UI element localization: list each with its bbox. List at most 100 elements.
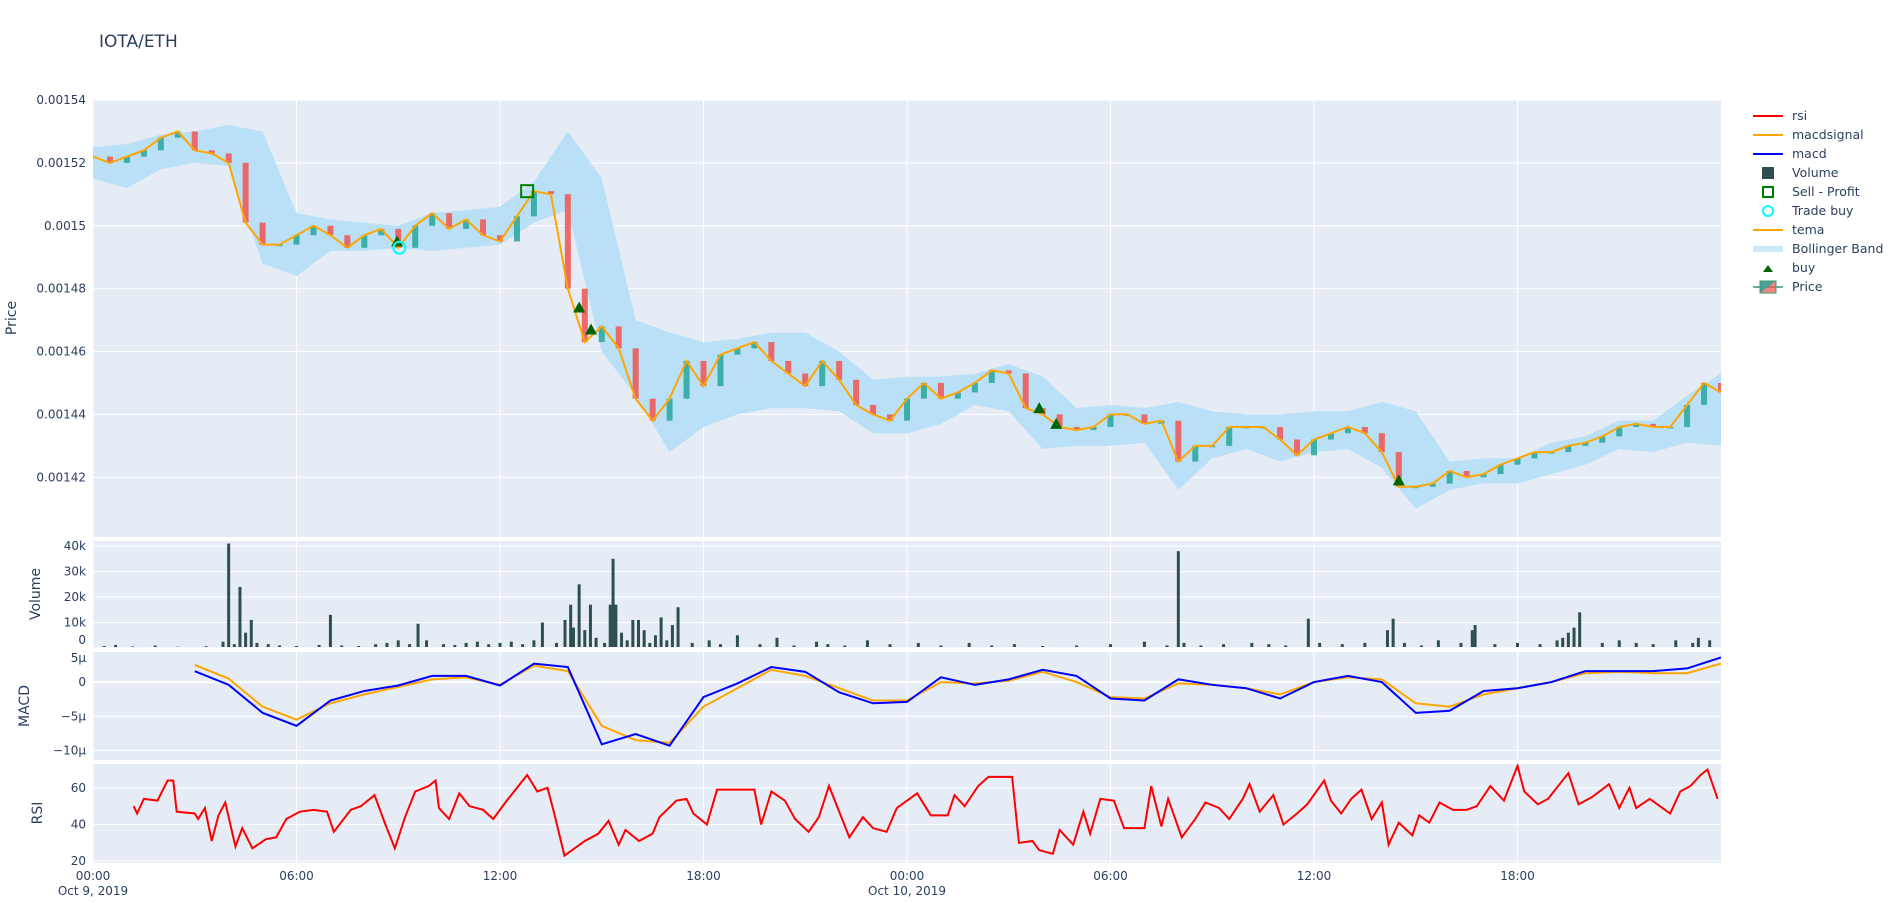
volume-bar xyxy=(939,645,943,647)
buy-marker xyxy=(1050,417,1063,429)
volume-bar xyxy=(1651,644,1655,647)
volume-bar xyxy=(1436,640,1440,647)
price-candle xyxy=(1497,464,1504,475)
volume-bar xyxy=(1493,644,1497,647)
price-candle xyxy=(1565,445,1572,453)
legend-item-price[interactable]: Price xyxy=(1752,277,1883,296)
price-candle xyxy=(1226,426,1233,446)
y-tick-label: 0 xyxy=(78,633,86,647)
legend-item-volume[interactable]: Volume xyxy=(1752,163,1883,182)
volume-bar xyxy=(1363,642,1367,647)
trade-buy-marker xyxy=(392,240,407,255)
line-icon xyxy=(1753,228,1783,231)
volume-bar xyxy=(620,632,624,647)
volume-bar xyxy=(244,632,248,647)
volume-bar xyxy=(648,642,652,647)
volume-bar xyxy=(1012,644,1016,647)
legend-label: macdsignal xyxy=(1792,127,1864,142)
legend: rsi macdsignal macd Volume Sell - Profit Trad… xyxy=(1752,106,1883,296)
legend-item-macdsignal[interactable]: macdsignal xyxy=(1752,125,1883,144)
y-tick-label: 0.0015 xyxy=(44,219,86,233)
y-tick-label: 0 xyxy=(78,675,86,689)
chart-title: IOTA/ETH xyxy=(99,32,178,52)
volume-bar xyxy=(1306,618,1310,647)
legend-item-macd[interactable]: macd xyxy=(1752,144,1883,163)
price-candle xyxy=(887,414,894,421)
legend-label: Trade buy xyxy=(1792,203,1854,218)
y-tick-label: 30k xyxy=(64,565,86,579)
volume-bar xyxy=(1459,642,1463,647)
volume-bar xyxy=(1142,641,1146,647)
buy-marker xyxy=(573,301,586,313)
legend-item-rsi[interactable]: rsi xyxy=(1752,106,1883,125)
y-tick-label: 40 xyxy=(71,818,86,832)
volume-bar xyxy=(631,619,635,647)
volume-bar xyxy=(1470,630,1474,647)
y-tick-label: 0.00144 xyxy=(36,407,86,421)
price-candle xyxy=(157,137,164,151)
tema-line xyxy=(93,130,1721,488)
price-candle xyxy=(870,404,877,415)
price-candle xyxy=(123,156,130,163)
panel-rsi xyxy=(132,764,1719,858)
volume-bar xyxy=(1691,642,1695,647)
volume-bar xyxy=(916,642,920,647)
legend-label: tema xyxy=(1792,222,1825,237)
volume-bar xyxy=(707,640,711,647)
price-candle xyxy=(378,228,385,236)
volume-bar xyxy=(1561,637,1565,647)
price-candle xyxy=(1718,382,1721,393)
buy-marker xyxy=(585,323,598,335)
circle-open-icon xyxy=(1762,204,1774,217)
price-candle xyxy=(191,131,198,151)
volume-bar xyxy=(408,644,412,647)
volume-bar xyxy=(238,586,242,647)
price-candle xyxy=(717,354,724,387)
volume-bar xyxy=(1566,632,1570,647)
volume-bar xyxy=(792,645,796,647)
panel-volume xyxy=(102,543,1712,647)
legend-item-sell-profit[interactable]: Sell - Profit xyxy=(1752,182,1883,201)
volume-bar xyxy=(153,645,157,647)
square-open-icon xyxy=(1762,185,1774,198)
price-candle xyxy=(1582,442,1589,446)
price-candle xyxy=(1090,426,1097,431)
volume-bar xyxy=(555,642,559,647)
legend-item-tema[interactable]: tema xyxy=(1752,220,1883,239)
volume-bar xyxy=(1182,642,1186,647)
volume-bar xyxy=(278,645,282,647)
volume-bar xyxy=(385,642,389,647)
price-candle xyxy=(174,131,181,138)
x-date-label: Oct 10, 2019 xyxy=(868,884,946,898)
price-candle xyxy=(1429,483,1436,487)
price-candle xyxy=(1633,423,1640,427)
volume-bar xyxy=(295,645,298,647)
axis-title-rsi: RSI xyxy=(30,802,46,825)
volume-bar xyxy=(1634,642,1638,647)
volume-bar xyxy=(569,604,573,647)
price-candle xyxy=(819,360,826,387)
y-tick-label: 0.00152 xyxy=(36,156,86,170)
price-candle xyxy=(700,360,707,387)
volume-bar xyxy=(357,645,361,647)
price-candle xyxy=(836,360,843,380)
y-tick-label: 20k xyxy=(64,590,86,604)
volume-bar xyxy=(317,644,321,647)
volume-bar xyxy=(690,642,694,647)
volume-bar xyxy=(1284,645,1288,647)
price-candle xyxy=(1175,420,1182,462)
legend-item-bollinger-band[interactable]: Bollinger Band xyxy=(1752,239,1883,258)
price-candle xyxy=(904,398,910,421)
price-candle xyxy=(1361,426,1368,434)
price-candle xyxy=(446,213,453,229)
price-candle xyxy=(1327,433,1334,440)
legend-item-buy[interactable]: buy xyxy=(1752,258,1883,277)
x-tick-label: 06:00 xyxy=(279,869,314,883)
legend-label: Volume xyxy=(1792,165,1839,180)
volume-bar xyxy=(1617,640,1621,647)
volume-bar xyxy=(328,614,332,647)
price-candle xyxy=(1684,404,1691,427)
volume-bar xyxy=(1696,637,1700,647)
legend-item-trade-buy[interactable]: Trade buy xyxy=(1752,201,1883,220)
